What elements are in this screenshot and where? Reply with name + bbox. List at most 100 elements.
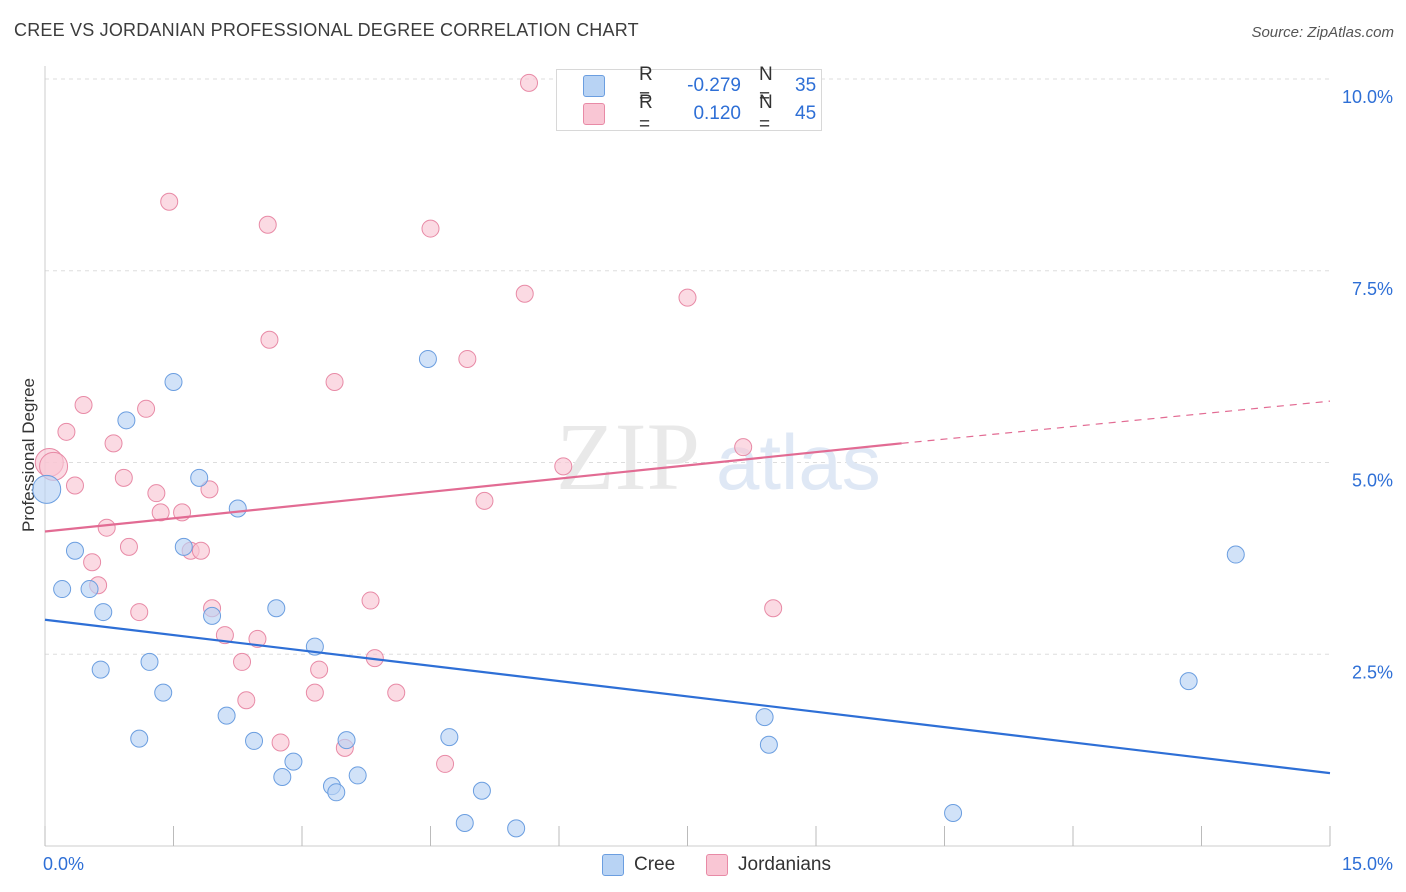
jordanians-point: [74, 395, 93, 414]
cree-point: [65, 541, 84, 560]
source-label: Source: ZipAtlas.com: [1251, 24, 1394, 41]
cree-n-value: 35: [795, 75, 817, 96]
jordanians-point: [151, 503, 170, 522]
jordanians-point: [271, 733, 290, 752]
x-tick-label: 0.0%: [43, 854, 84, 874]
jordanians-point: [83, 553, 102, 572]
cree-point: [117, 411, 136, 430]
jordanians-point: [515, 284, 534, 303]
jordanians-point: [310, 660, 329, 679]
jordanians-n-value: 45: [795, 103, 817, 124]
jordanians-point: [237, 691, 256, 710]
jordanians-point: [764, 599, 783, 618]
jordanians-point: [57, 422, 76, 441]
jordanians-point: [215, 626, 234, 645]
jordanians-point: [97, 518, 116, 537]
cree-point: [53, 580, 72, 599]
y-axis-label-group: Professional Degree: [19, 378, 38, 532]
cree-point: [944, 804, 963, 823]
cree-point: [245, 731, 264, 750]
cree-point: [91, 660, 110, 679]
cree-point: [327, 783, 346, 802]
y-tick-label: 2.5%: [1352, 662, 1393, 682]
cree-point: [755, 708, 774, 727]
cree-swatch: [583, 75, 605, 97]
jordanians-point: [119, 537, 138, 556]
jordanians-point: [475, 491, 494, 510]
cree-point: [140, 652, 159, 671]
watermark-atlas: atlas: [716, 418, 881, 506]
bottom-jordanians-label: Jordanians: [738, 854, 831, 875]
jordanians-point: [104, 434, 123, 453]
cree-point: [284, 752, 303, 771]
jordanians-point: [520, 73, 539, 92]
jordanians-point: [248, 629, 267, 648]
tick-labels: 2.5% 5.0% 7.5% 10.0% 0.0% 15.0%: [43, 87, 1393, 874]
jordanians-point: [114, 468, 133, 487]
cree-point: [80, 580, 99, 599]
cree-point: [228, 499, 247, 518]
jordanians-point: [305, 683, 324, 702]
jordanians-point: [554, 457, 573, 476]
jordanians-point: [233, 652, 252, 671]
jordanians-r-value: 0.120: [693, 103, 741, 124]
jordanians-point: [325, 372, 344, 391]
cree-point: [472, 781, 491, 800]
jordanians-point: [421, 219, 440, 238]
jordanians-point: [387, 683, 406, 702]
jordanians-point: [458, 349, 477, 368]
jordanians-swatch: [583, 103, 605, 125]
cree-n-label: N =: [759, 64, 773, 107]
cree-point: [164, 372, 183, 391]
cree-point: [507, 819, 526, 838]
stats-legend: R = -0.279 N = 35 R = 0.120 N = 45: [556, 64, 822, 135]
jordanians-r-label: R =: [639, 92, 653, 135]
data-points: [32, 73, 1245, 838]
jordanians-point: [734, 438, 753, 457]
chart-title: CREE VS JORDANIAN PROFESSIONAL DEGREE CO…: [14, 20, 639, 40]
jordanians-point: [260, 330, 279, 349]
jordanians-point: [678, 288, 697, 307]
jordanians-trend-line: [44, 442, 902, 533]
trend-lines: [44, 400, 1331, 775]
cree-point: [455, 813, 474, 832]
cree-point: [267, 599, 286, 618]
cree-point: [94, 603, 113, 622]
cree-point: [217, 706, 236, 725]
jordanians-point: [130, 603, 149, 622]
cree-point: [759, 735, 778, 754]
cree-point: [154, 683, 173, 702]
x-tick-label: 15.0%: [1342, 854, 1393, 874]
cree-trend-line: [44, 618, 1331, 775]
cree-point: [203, 606, 222, 625]
cree-point: [174, 537, 193, 556]
cree-point: [418, 349, 437, 368]
bottom-legend-jordanians: Jordanians: [706, 853, 831, 877]
jordanians-point: [191, 541, 210, 560]
cree-point: [1179, 672, 1198, 691]
jordanians-n-label: N =: [759, 92, 773, 135]
jordanians-trend-line-extension: [901, 400, 1331, 444]
cree-point: [337, 731, 356, 750]
cree-point: [273, 767, 292, 786]
jordanians-point: [258, 215, 277, 234]
cree-point: [348, 766, 367, 785]
bottom-jordanians-swatch: [706, 854, 728, 876]
jordanians-point: [147, 484, 166, 503]
cree-point: [190, 468, 209, 487]
watermark-zip: ZIP: [556, 403, 700, 510]
watermark: ZIP atlas: [556, 403, 881, 510]
jordanians-point: [65, 476, 84, 495]
bottom-cree-label: Cree: [634, 854, 676, 875]
jordanians-point: [436, 754, 455, 773]
jordanians-point: [137, 399, 156, 418]
y-tick-label: 7.5%: [1352, 279, 1393, 299]
y-tick-label: 10.0%: [1342, 87, 1393, 107]
cree-point: [440, 728, 459, 747]
bottom-cree-swatch: [602, 854, 624, 876]
cree-point: [1226, 545, 1245, 564]
bottom-legend-cree: Cree: [602, 853, 675, 877]
cree-point: [32, 474, 62, 504]
y-axis-label: Professional Degree: [19, 378, 38, 532]
